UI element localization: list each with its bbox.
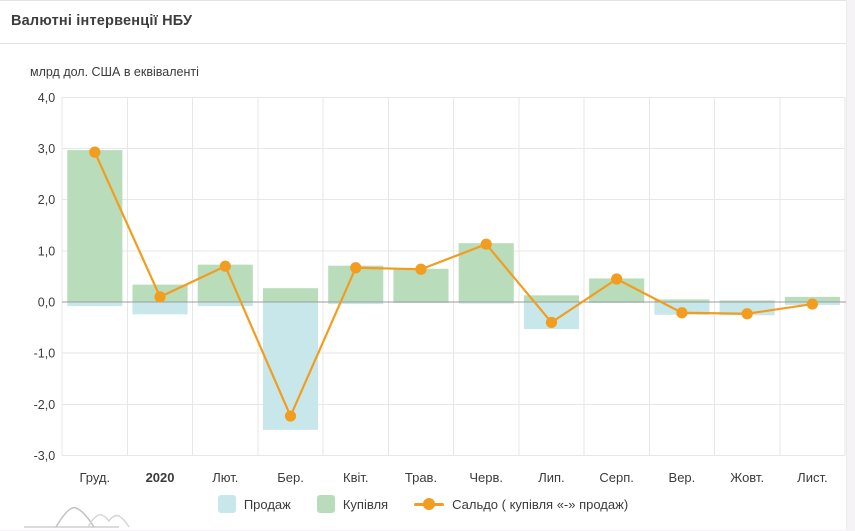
y-axis-unit-label: млрд дол. США в еквіваленті <box>30 65 199 79</box>
bar-sell[interactable] <box>393 302 449 304</box>
x-category-label: Квіт. <box>343 470 369 485</box>
y-tick-label: -1,0 <box>34 347 56 361</box>
bar-buy[interactable] <box>589 278 645 302</box>
bar-buy[interactable] <box>67 150 123 302</box>
balance-point[interactable] <box>611 273 623 285</box>
chart-title: Валютні інтервенції НБУ <box>11 13 193 29</box>
balance-point[interactable] <box>415 263 427 275</box>
x-category-label: Лип. <box>538 470 564 485</box>
y-tick-label: 1,0 <box>38 244 55 258</box>
bar-sell[interactable] <box>458 302 514 304</box>
sell-swatch-icon <box>217 495 236 513</box>
y-tick-label: 4,0 <box>38 91 55 105</box>
legend-balance-label: Сальдо ( купівля «-» продаж) <box>452 496 629 512</box>
bar-sell[interactable] <box>262 302 319 430</box>
balance-point[interactable] <box>480 238 492 250</box>
balance-line-marker-icon <box>414 498 445 510</box>
y-tick-label: -3,0 <box>34 449 56 463</box>
legend-item-balance[interactable]: Сальдо ( купівля «-» продаж) <box>414 497 628 512</box>
x-category-label: Бер. <box>277 470 304 485</box>
x-category-label: Трав. <box>405 470 437 485</box>
x-category-label: Серп. <box>599 470 634 485</box>
balance-point[interactable] <box>545 316 558 329</box>
legend-item-sell[interactable]: Продаж <box>217 495 291 513</box>
balance-point[interactable] <box>219 260 231 272</box>
balance-point[interactable] <box>350 262 362 274</box>
bar-sell[interactable] <box>197 302 253 307</box>
balance-point[interactable] <box>89 146 101 158</box>
bar-sell[interactable] <box>67 302 123 307</box>
balance-point[interactable] <box>154 291 166 303</box>
y-tick-label: 2,0 <box>38 193 55 207</box>
title-divider <box>0 43 846 44</box>
chart-legend: Продаж Купівля Сальдо ( купівля «-» прод… <box>0 495 846 513</box>
bar-buy[interactable] <box>523 295 580 302</box>
bar-buy[interactable] <box>262 288 319 302</box>
x-category-label: Лист. <box>797 470 827 485</box>
bar-sell[interactable] <box>328 302 384 305</box>
balance-point[interactable] <box>806 298 818 310</box>
y-tick-label: 3,0 <box>38 142 55 156</box>
x-category-label: Вер. <box>669 470 696 485</box>
background-mountains-doodle-icon <box>24 506 130 528</box>
chart-canvas[interactable]: 4,0 3,0 2,0 1,0 0,0 -1,0 -2,0 -3,0 Груд. 2020 Лют.… <box>0 1 855 493</box>
x-category-label: 2020 <box>146 470 175 485</box>
bar-buy[interactable] <box>654 299 710 302</box>
x-category-label: Черв. <box>469 470 503 485</box>
legend-item-buy[interactable]: Купівля <box>316 495 389 513</box>
buy-swatch-icon <box>316 495 335 513</box>
x-category-label: Груд. <box>79 470 110 485</box>
balance-point[interactable] <box>284 410 297 422</box>
y-tick-label: 0,0 <box>38 296 55 310</box>
bar-buy[interactable] <box>719 300 775 302</box>
x-category-label: Лют. <box>212 470 238 485</box>
page-background-strip <box>846 0 855 530</box>
balance-line <box>93 151 813 419</box>
balance-point[interactable] <box>741 308 753 320</box>
balance-point[interactable] <box>676 307 688 319</box>
x-category-label: Жовт. <box>730 470 764 485</box>
legend-sell-label: Продаж <box>243 496 291 512</box>
y-tick-label: -2,0 <box>34 398 56 412</box>
bar-sell[interactable] <box>589 302 645 304</box>
bar-buy[interactable] <box>458 243 514 302</box>
bar-sell[interactable] <box>132 302 188 315</box>
legend-buy-label: Купівля <box>342 496 389 512</box>
